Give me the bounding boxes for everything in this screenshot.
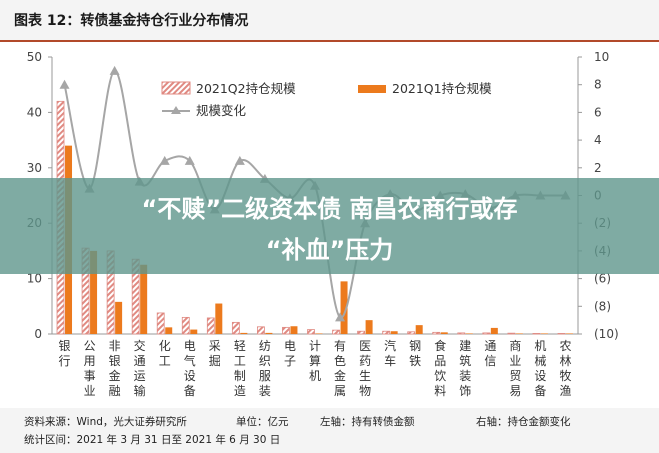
bar-q1 — [315, 333, 323, 334]
bar-q2 — [432, 331, 441, 335]
headline-line-1: “不赎”二级资本债 南昌农商行或存 — [141, 195, 518, 223]
right-tick-label: (8) — [594, 299, 611, 313]
change-point — [109, 65, 120, 75]
bar-q2 — [231, 321, 240, 335]
change-point — [234, 155, 245, 165]
bar-q1 — [515, 333, 523, 334]
category-label: 计算机 — [309, 339, 321, 383]
bar-q1 — [465, 333, 473, 334]
source-note: 资料来源：Wind，光大证券研究所 — [24, 416, 187, 428]
bar-q2 — [407, 331, 416, 335]
right-axis-note: 右轴：持仓金额变化 — [476, 416, 571, 428]
bar-q2 — [257, 326, 265, 335]
category-label: 建筑装饰 — [459, 339, 471, 398]
change-point — [335, 312, 346, 322]
left-axis-note: 左轴：持有转债金额 — [320, 416, 415, 428]
category-label: 交通运输 — [134, 338, 146, 398]
bar-q1 — [165, 327, 173, 334]
legend-change-marker — [171, 106, 181, 114]
bar-q1 — [290, 326, 298, 334]
headline-banner: “不赎”二级资本债 南昌农商行或存 “补血”压力 — [0, 178, 659, 274]
bar-q1 — [340, 281, 348, 334]
right-tick-label: (6) — [594, 272, 611, 286]
bar-q1 — [415, 325, 423, 334]
bar-q2 — [482, 332, 491, 335]
bar-q1 — [115, 301, 123, 334]
category-label: 通信 — [484, 339, 496, 368]
bar-q2 — [532, 333, 541, 335]
change-point — [59, 79, 70, 89]
category-label: 电子 — [284, 339, 296, 368]
bar-q1 — [490, 327, 498, 334]
left-tick-label: 10 — [27, 272, 42, 286]
bar-q2 — [156, 312, 165, 335]
bar-q2 — [307, 329, 315, 335]
category-label: 纺织服装 — [259, 339, 271, 398]
bar-q1 — [540, 333, 548, 334]
legend-q1-swatch — [358, 85, 386, 93]
bar-q1 — [440, 332, 448, 334]
left-tick-label: 40 — [27, 105, 42, 119]
right-tick-label: 10 — [594, 50, 609, 64]
bar-q2 — [507, 332, 516, 335]
chart-title: 图表 12：转债基金持仓行业分布情况 — [14, 13, 249, 29]
category-label: 公用事业 — [84, 339, 96, 398]
bar-q1 — [190, 329, 198, 334]
legend-q2-swatch — [161, 81, 191, 95]
legend-q1-label: 2021Q1持仓规模 — [392, 81, 492, 96]
category-label: 机械设备 — [534, 339, 546, 398]
category-label: 农林牧渔 — [559, 339, 571, 398]
right-tick-label: 8 — [594, 78, 602, 92]
bar-q1 — [565, 333, 573, 334]
footer: 资料来源：Wind，光大证券研究所 单位：亿元 左轴：持有转债金额 右轴：持仓金… — [0, 408, 659, 453]
bar-q2 — [357, 330, 365, 335]
category-label: 商业贸易 — [509, 338, 521, 398]
title-bar: 图表 12：转债基金持仓行业分布情况 — [0, 0, 659, 42]
bar-q2 — [457, 332, 466, 335]
right-tick-label: (10) — [594, 327, 619, 341]
legend: 2021Q2持仓规模 2021Q1持仓规模 规模变化 — [161, 81, 492, 118]
left-tick-label: 50 — [27, 50, 42, 64]
period-note: 统计区间：2021 年 3 月 31 日至 2021 年 6 月 30 日 — [24, 434, 281, 446]
category-label: 电气设备 — [184, 339, 196, 398]
category-labels: 银行 公用事业 非银金融 交通运输 化工 电气设备 采掘 轻工制造 纺织服装 电子 计算机 有色金属 医… — [59, 338, 572, 398]
bar-q2 — [382, 330, 391, 335]
left-tick-label: 0 — [34, 327, 42, 341]
bar-q1 — [140, 264, 148, 334]
category-label: 银行 — [59, 339, 71, 368]
category-label: 医药生物 — [359, 339, 371, 398]
left-tick-label: 30 — [27, 161, 42, 175]
bar-q1 — [390, 331, 398, 334]
category-label: 钢铁 — [409, 339, 421, 368]
bar-q2 — [206, 317, 215, 335]
bar-q1 — [215, 303, 223, 334]
legend-q2-label: 2021Q2持仓规模 — [196, 81, 296, 96]
category-label: 化工 — [159, 339, 171, 368]
change-point — [159, 155, 170, 165]
change-point — [184, 155, 195, 165]
bar-q1 — [240, 332, 248, 334]
category-label: 食品饮料 — [434, 338, 446, 398]
bar-q1 — [365, 320, 373, 334]
category-label: 采掘 — [209, 339, 221, 368]
legend-change-label: 规模变化 — [196, 103, 247, 118]
bar-q2 — [181, 316, 190, 335]
right-tick-label: 6 — [594, 105, 602, 119]
category-label: 汽车 — [384, 338, 396, 368]
bar-q1 — [90, 250, 98, 334]
bar-q2 — [557, 333, 566, 335]
unit-note: 单位：亿元 — [236, 416, 289, 428]
category-label: 有色金属 — [334, 339, 346, 398]
bar-q2 — [282, 326, 290, 335]
right-tick-label: 2 — [594, 161, 602, 175]
right-tick-label: 4 — [594, 133, 602, 147]
bar-q2 — [332, 329, 340, 335]
bar-q1 — [265, 332, 273, 334]
headline-line-2: “补血”压力 — [265, 236, 394, 264]
category-label: 非银金融 — [109, 339, 121, 398]
category-label: 轻工制造 — [234, 339, 246, 398]
